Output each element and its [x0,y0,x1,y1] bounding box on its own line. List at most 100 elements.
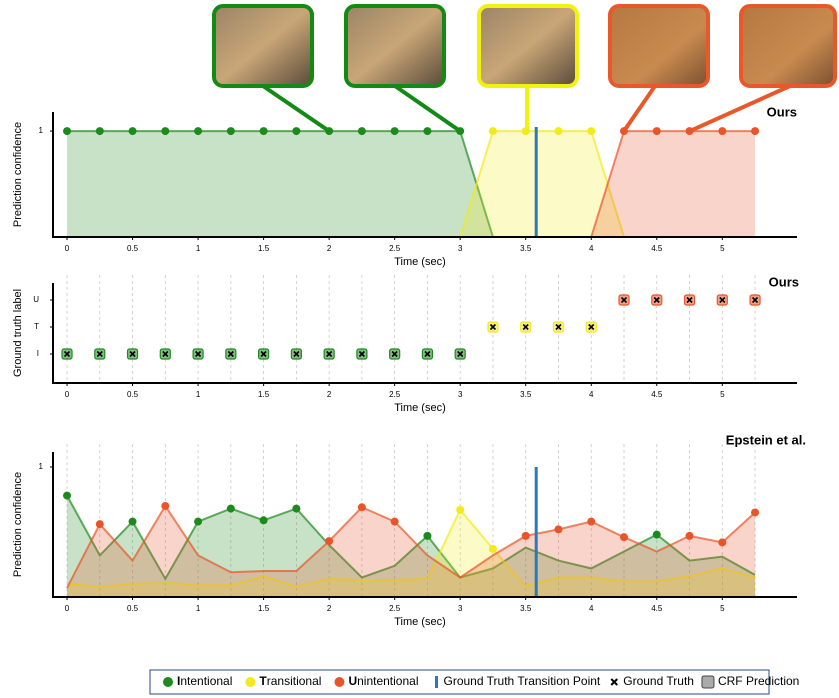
ground-truth-marker [421,348,434,360]
cross [63,350,71,358]
point [456,505,465,514]
y-tick-label: U [33,295,39,304]
point [587,127,596,136]
point [390,127,399,136]
x-tick-label: 2 [327,604,332,613]
x-tick-label: 3 [458,390,463,399]
cross [620,296,628,304]
line [66,495,756,581]
ground-truth-marker [487,321,499,333]
cross [522,323,529,331]
ground-truth-marker [61,348,73,360]
cross [293,350,300,358]
x-tick-label: 0 [65,244,70,253]
point [620,533,629,542]
point [685,531,694,540]
point [554,127,563,136]
y-axis-label: Ground truth label [12,289,24,377]
cross [588,323,595,331]
point [652,127,661,136]
x-tick-label: 2.5 [389,244,401,253]
cross [358,350,365,358]
cross [260,350,267,358]
x-tick-label: 1 [196,390,201,399]
legend-symbol [334,677,345,687]
area [591,131,756,237]
point [751,127,760,136]
ground-truth-marker [683,294,696,306]
point [685,127,694,136]
chart: 0 0.5 1 1.5 2 2.5 3 3.5 4 4.5 5 Time (sec) Ground tr… [12,274,799,413]
x-tick-label: 0.5 [127,244,139,253]
point [63,127,72,136]
thumbnails [212,4,837,133]
cross [326,350,333,358]
line [66,504,756,589]
x-tick-label: 3.5 [520,604,532,613]
line [590,130,756,238]
ground-truth-marker [290,348,302,360]
point [488,127,497,136]
point [357,503,366,512]
ground-truth-marker [159,348,171,360]
point [718,538,727,547]
x-tick-label: 5 [720,390,725,399]
y-tick-label: I [37,349,39,358]
point [63,491,72,500]
point [194,127,203,136]
ground-truth-marker [192,348,204,360]
legend-label: Intentional [177,674,232,688]
point [423,127,432,136]
line [67,130,494,238]
ground-truth-marker [126,348,139,360]
point [554,525,563,534]
point [521,127,530,136]
x-tick-label: 2 [327,244,332,253]
x-tick-label: 1.5 [258,390,270,399]
point [259,516,268,525]
point [325,537,334,546]
cross [391,350,398,358]
point [292,504,301,513]
point [751,508,760,517]
x-tick-label: 1 [196,604,201,613]
point [325,127,334,136]
ground-truth-marker [94,348,106,360]
point [357,127,366,136]
ground-truth-marker [389,348,401,360]
cross [751,296,759,304]
legend-symbol [245,677,256,687]
area [67,131,493,237]
x-tick-label: 2.5 [389,604,401,613]
point [161,501,170,510]
x-axis-label: Time (sec) [394,616,446,628]
axes [52,283,797,384]
point [521,531,530,540]
connector [393,84,462,133]
thumbnail [739,4,837,88]
y-tick-label: 1 [39,462,44,471]
ground-truth-marker [323,348,335,360]
ground-truth-marker [749,294,761,306]
point [652,530,661,539]
x-tick-label: 0 [65,390,70,399]
x-tick-label: 4 [589,604,594,613]
axes [52,452,797,598]
x-tick-label: 0 [65,604,70,613]
point [587,517,596,526]
x-tick-label: 3.5 [520,244,532,253]
axes [52,112,797,238]
point [488,544,497,553]
cross [195,350,202,358]
ground-truth-marker [585,321,597,333]
y-axis-label: Prediction confidence [12,122,24,227]
chart-title: Ours [767,104,797,119]
thumbnail [477,4,579,88]
chart: 0 0.5 1 1.5 2 2.5 3 3.5 4 4.5 5 Time (sec) Predictio… [12,104,797,268]
line [66,508,756,588]
x-tick-label: 4.5 [651,604,663,613]
legend-symbol [435,676,438,688]
point [226,504,235,513]
chart-title: Epstein et al. [726,432,806,447]
